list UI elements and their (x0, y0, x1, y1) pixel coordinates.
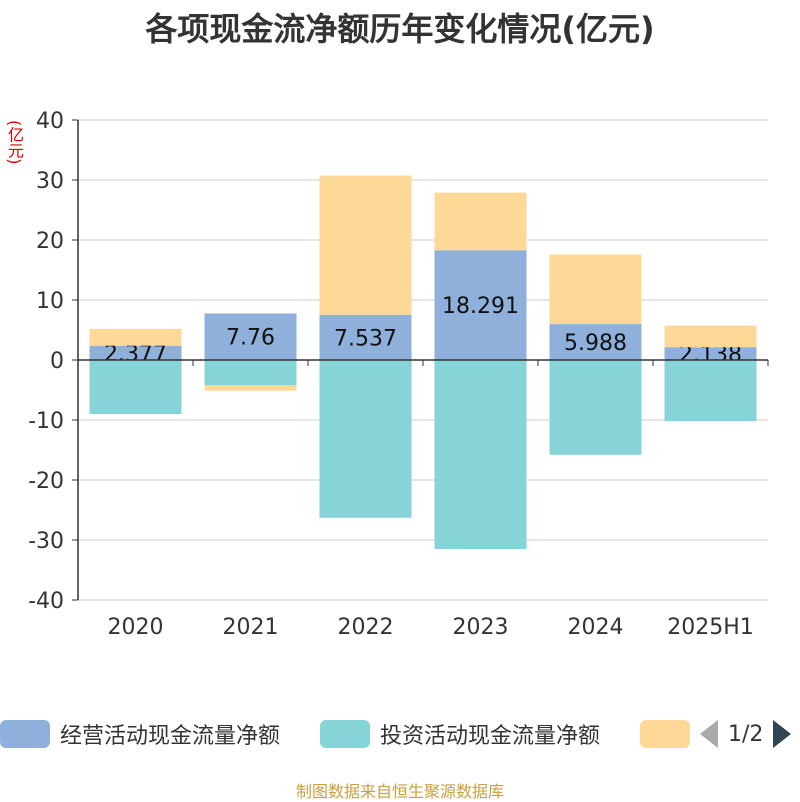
y-tick-label: 20 (36, 229, 64, 254)
legend-item[interactable]: 投资活动现金流量净额 (320, 718, 600, 750)
bar-series3-2021 (204, 385, 297, 391)
x-tick-label: 2024 (568, 615, 624, 640)
legend-swatch (640, 720, 690, 748)
y-tick-label: -40 (28, 589, 64, 614)
legend-label: 投资活动现金流量净额 (380, 724, 601, 749)
y-tick-label: -10 (28, 409, 64, 434)
bar-series3-2023 (434, 192, 527, 251)
legend-page-indicator: 1/2 (728, 721, 764, 747)
bar-series1-2021 (204, 313, 297, 360)
x-tick-label: 2025H1 (667, 615, 754, 640)
legend-item[interactable] (640, 718, 690, 750)
y-tick-label: -30 (28, 529, 64, 554)
bar-series1-2025H1 (664, 347, 757, 360)
legend-label: 经营活动现金流量净额 (60, 724, 281, 749)
bar-series2-2023 (434, 360, 527, 549)
x-tick-label: 2023 (453, 615, 509, 640)
bar-series2-2025H1 (664, 360, 757, 422)
legend-prev-page-icon[interactable] (700, 720, 718, 748)
legend-swatch (0, 720, 50, 748)
bar-series2-2020 (89, 360, 182, 414)
y-tick-label: 30 (36, 169, 64, 194)
bar-series1-2020 (89, 345, 182, 360)
chart-title: 各项现金流净额历年变化情况(亿元) (145, 10, 655, 48)
y-tick-label: 40 (36, 109, 64, 134)
y-tick-label: -20 (28, 469, 64, 494)
legend-next-page-icon[interactable] (773, 720, 792, 748)
x-tick-label: 2022 (338, 615, 394, 640)
data-label: 18.291 (442, 294, 519, 319)
bar-series3-2025H1 (664, 325, 757, 348)
bar-series1-2023 (434, 250, 527, 360)
legend-swatch (320, 720, 370, 748)
y-axis-unit-label: (亿元) (5, 120, 24, 165)
source-note: 制图数据来自恒生聚源数据库 (295, 782, 504, 801)
bar-series1-2022 (319, 314, 412, 360)
legend-pager: 1/2 (700, 716, 792, 752)
bar-series3-2020 (89, 328, 182, 346)
bar-series2-2022 (319, 360, 412, 518)
bar-series2-2024 (549, 360, 642, 455)
x-tick-label: 2021 (223, 615, 279, 640)
bar-series2-2021 (204, 360, 297, 386)
y-tick-label: 10 (36, 289, 64, 314)
data-label: 7.76 (226, 326, 275, 351)
data-label: 5.988 (564, 331, 627, 356)
legend-item[interactable]: 经营活动现金流量净额 (0, 718, 280, 750)
bar-series3-2024 (549, 254, 642, 325)
y-tick-label: 0 (50, 349, 64, 374)
data-label: 7.537 (334, 326, 397, 351)
x-tick-label: 2020 (108, 615, 164, 640)
bar-series3-2022 (319, 175, 412, 315)
bar-series1-2024 (549, 324, 642, 360)
